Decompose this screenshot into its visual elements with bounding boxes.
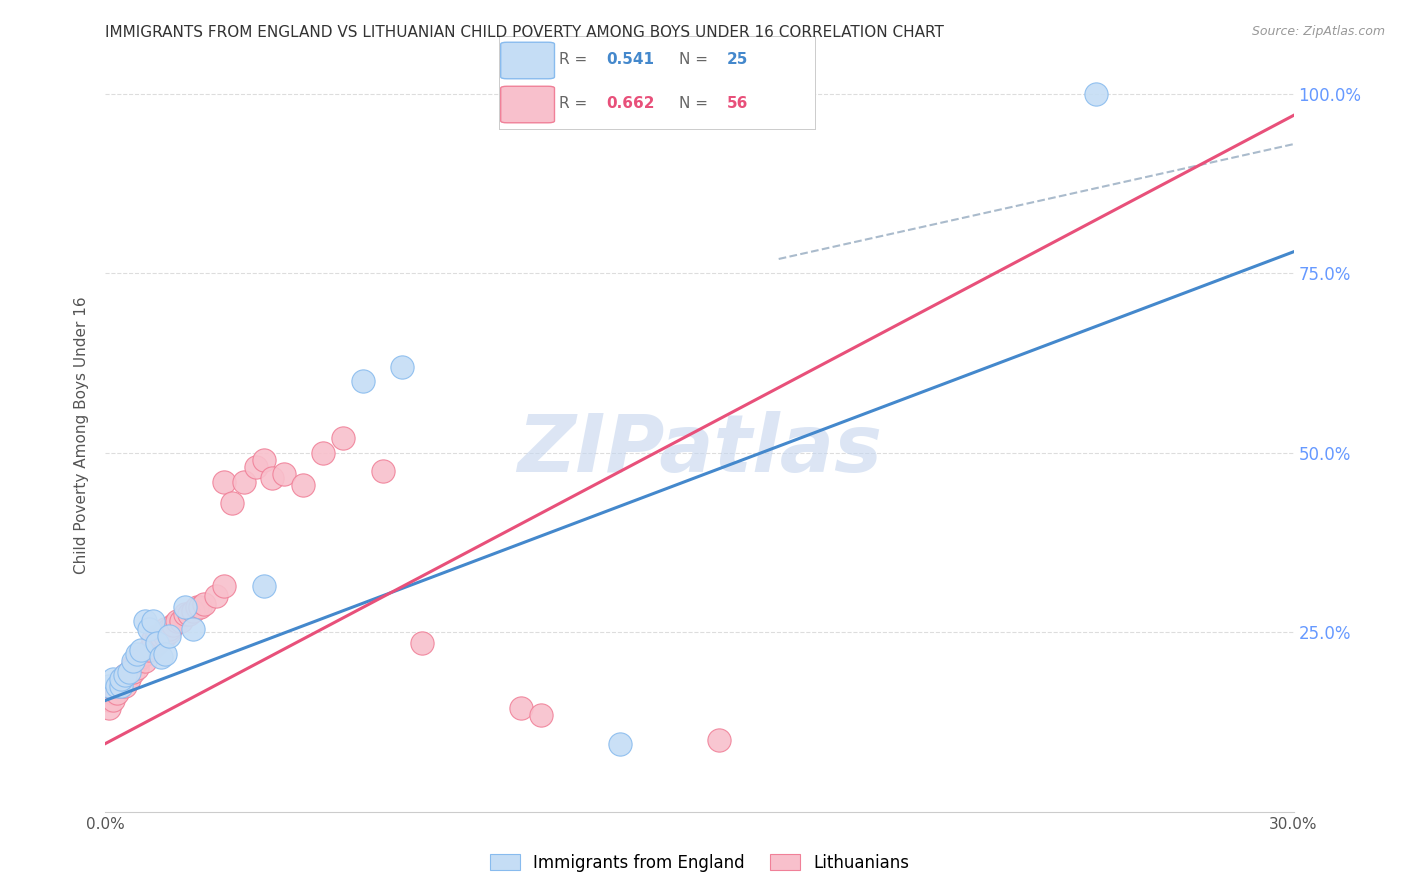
Point [110, 672, 132, 686]
Point [103, 693, 125, 707]
Point [681, 87, 703, 101]
Point [149, 650, 172, 665]
Point [114, 668, 136, 682]
Point [142, 615, 165, 629]
Point [391, 359, 413, 374]
Point [134, 647, 156, 661]
Point [122, 665, 145, 679]
Point [105, 679, 128, 693]
Point [98, 693, 121, 707]
Point [157, 625, 180, 640]
Point [312, 446, 335, 460]
Point [166, 615, 188, 629]
Point [352, 374, 374, 388]
Point [127, 661, 149, 675]
Point [153, 622, 176, 636]
Point [105, 679, 128, 693]
Point [114, 679, 136, 693]
Point [530, 707, 553, 722]
Point [138, 643, 160, 657]
Point [110, 679, 132, 693]
Point [105, 686, 128, 700]
Point [157, 622, 180, 636]
Text: 0.662: 0.662 [607, 96, 655, 112]
Point [142, 632, 165, 647]
Text: N =: N = [679, 96, 713, 112]
Text: 56: 56 [727, 96, 748, 112]
Point [292, 478, 315, 492]
Point [110, 679, 132, 693]
Point [114, 668, 136, 682]
Point [170, 615, 193, 629]
Point [110, 672, 132, 686]
Point [177, 607, 200, 622]
FancyBboxPatch shape [501, 42, 554, 78]
Legend: Immigrants from England, Lithuanians: Immigrants from England, Lithuanians [484, 847, 915, 879]
Point [181, 622, 204, 636]
Point [162, 618, 184, 632]
Point [103, 672, 125, 686]
Point [153, 629, 176, 643]
Point [157, 629, 180, 643]
Point [134, 654, 156, 668]
Point [129, 643, 152, 657]
Point [214, 579, 236, 593]
Point [253, 579, 276, 593]
Point [173, 607, 195, 622]
Text: R =: R = [560, 96, 592, 112]
Point [129, 650, 152, 665]
Point [245, 460, 267, 475]
Point [371, 464, 394, 478]
Point [103, 686, 125, 700]
Text: 25: 25 [727, 52, 748, 67]
Y-axis label: Child Poverty Among Boys Under 16: Child Poverty Among Boys Under 16 [75, 296, 90, 574]
Text: 0.541: 0.541 [607, 52, 655, 67]
Text: N =: N = [679, 52, 713, 67]
Point [190, 600, 212, 615]
Point [173, 600, 195, 615]
Point [127, 647, 149, 661]
Point [149, 629, 172, 643]
Point [142, 640, 165, 654]
Point [709, 733, 731, 747]
Text: ZIPatlas: ZIPatlas [517, 411, 882, 489]
Point [221, 496, 243, 510]
Point [214, 475, 236, 489]
Text: R =: R = [560, 52, 592, 67]
Point [411, 636, 433, 650]
Point [118, 665, 141, 679]
Point [122, 657, 145, 672]
Point [233, 475, 256, 489]
Point [146, 636, 169, 650]
Point [1084, 87, 1107, 101]
Point [181, 604, 204, 618]
Point [98, 700, 121, 714]
Point [98, 679, 121, 693]
Point [260, 471, 283, 485]
Point [127, 654, 149, 668]
Point [273, 467, 295, 482]
Point [609, 737, 631, 751]
Point [205, 590, 228, 604]
Point [253, 453, 276, 467]
Point [146, 636, 169, 650]
Text: Source: ZipAtlas.com: Source: ZipAtlas.com [1251, 25, 1385, 38]
Point [193, 597, 215, 611]
FancyBboxPatch shape [501, 87, 554, 123]
Point [118, 672, 141, 686]
Point [332, 432, 354, 446]
Point [134, 615, 156, 629]
Point [118, 665, 141, 679]
Point [122, 654, 145, 668]
Point [146, 629, 169, 643]
Text: IMMIGRANTS FROM ENGLAND VS LITHUANIAN CHILD POVERTY AMONG BOYS UNDER 16 CORRELAT: IMMIGRANTS FROM ENGLAND VS LITHUANIAN CH… [105, 25, 945, 40]
Point [153, 647, 176, 661]
Point [138, 622, 160, 636]
Point [510, 700, 533, 714]
Point [186, 600, 208, 615]
